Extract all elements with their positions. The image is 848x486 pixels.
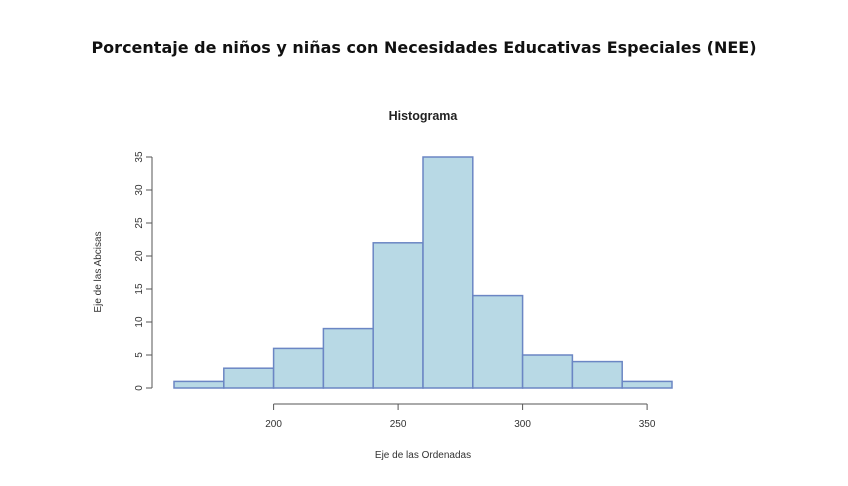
y-tick-label: 0	[134, 385, 145, 391]
y-axis: 0 5 10 15 20 25 30 35	[134, 151, 153, 391]
y-tick-label: 30	[134, 184, 145, 196]
y-tick-label: 10	[134, 316, 145, 328]
histogram-bar	[372, 242, 424, 389]
x-tick-label: 300	[514, 419, 531, 430]
y-tick-label: 5	[134, 352, 145, 358]
histogram-bar	[521, 354, 574, 389]
histogram-bar	[322, 327, 374, 389]
page-title: Porcentaje de niños y niñas con Necesida…	[91, 38, 757, 57]
chart-title: Histograma	[389, 109, 459, 123]
histogram-bars	[173, 156, 673, 389]
x-tick-label: 250	[390, 419, 407, 430]
histogram-bar	[472, 294, 524, 389]
x-axis-label: Eje de las Ordenadas	[375, 450, 471, 461]
y-tick-label: 20	[134, 250, 145, 262]
y-tick-label: 25	[134, 217, 145, 229]
y-tick-label: 35	[134, 151, 145, 163]
x-tick-label: 350	[639, 419, 656, 430]
histogram-bar	[422, 156, 474, 389]
y-tick-label: 15	[134, 283, 145, 295]
histogram-bar	[173, 380, 225, 389]
x-axis: 200 250 300 350	[265, 403, 656, 430]
histogram-bar	[621, 380, 673, 389]
histogram-bar	[272, 347, 325, 389]
histogram-bar	[571, 360, 623, 389]
histogram-bar	[223, 367, 275, 389]
x-tick-label: 200	[265, 419, 282, 430]
y-axis-label: Eje de las Abcisas	[93, 231, 104, 312]
